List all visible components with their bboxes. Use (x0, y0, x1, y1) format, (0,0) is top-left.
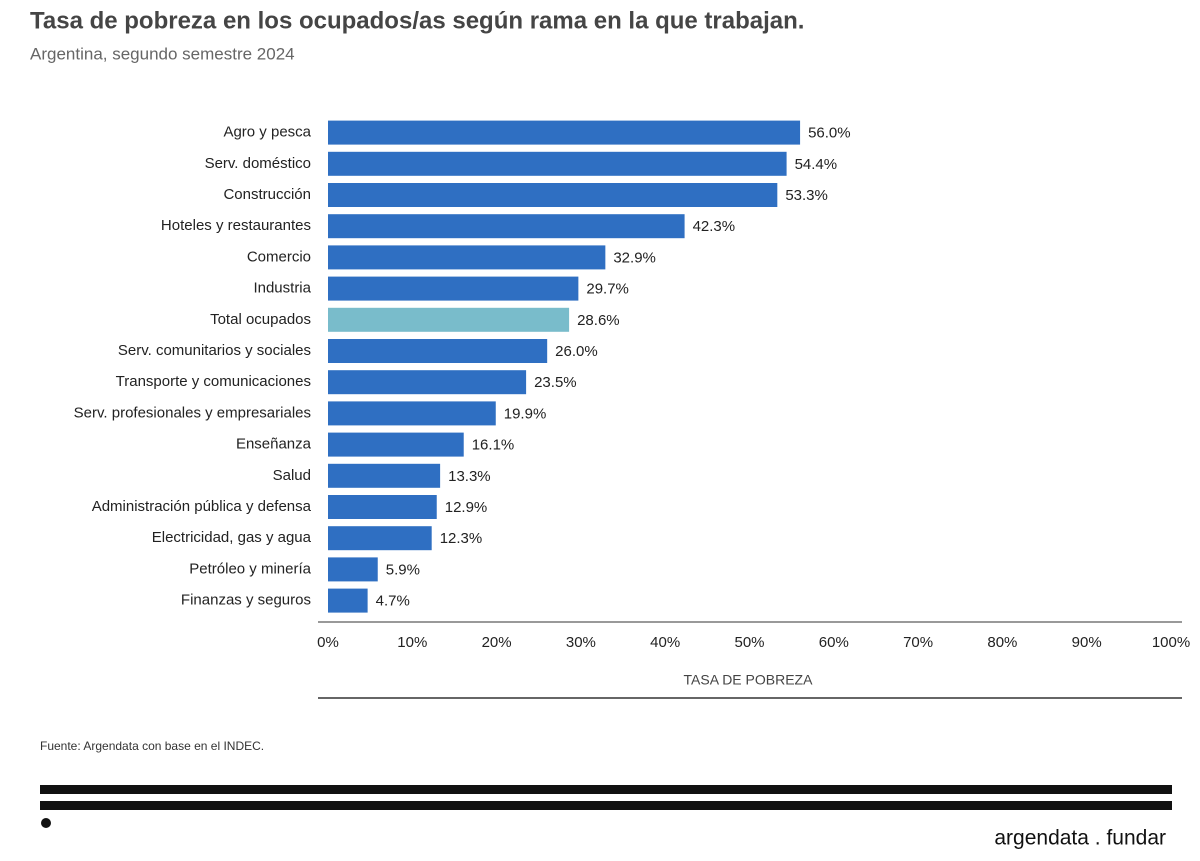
y-tick-label: Agro y pesca (223, 124, 311, 141)
y-tick-label: Construcción (223, 186, 311, 203)
y-tick-label: Transporte y comunicaciones (116, 373, 311, 390)
y-tick-label: Electricidad, gas y agua (152, 529, 312, 546)
y-tick-label: Enseñanza (236, 436, 312, 453)
y-tick-label: Industria (253, 280, 311, 297)
bar (328, 214, 685, 239)
x-tick-label: 90% (1072, 634, 1102, 651)
footer-bar (40, 801, 1172, 810)
value-label: 12.3% (440, 530, 483, 547)
bar (328, 183, 778, 207)
value-label: 19.9% (504, 405, 547, 422)
bar (328, 526, 432, 551)
y-tick-label: Administración pública y defensa (92, 498, 312, 515)
y-tick-label: Hoteles y restaurantes (161, 217, 311, 234)
bar (328, 370, 527, 395)
bar (328, 557, 378, 582)
x-tick-label: 40% (650, 634, 680, 651)
bar (328, 120, 801, 145)
value-label: 13.3% (448, 468, 491, 485)
value-label: 28.6% (577, 312, 620, 329)
value-label: 56.0% (808, 125, 851, 142)
x-tick-label: 30% (566, 634, 596, 651)
y-tick-label: Comercio (247, 248, 311, 265)
x-tick-label: 50% (734, 634, 764, 651)
chart-title: Tasa de pobreza en los ocupados/as según… (30, 7, 804, 34)
bar (328, 276, 579, 301)
x-axis-label: TASA DE POBREZA (684, 672, 814, 688)
y-tick-label: Serv. comunitarios y sociales (118, 342, 311, 359)
value-label: 12.9% (445, 499, 488, 516)
bar (328, 339, 548, 363)
x-tick-label: 20% (482, 634, 512, 651)
value-label: 16.1% (472, 437, 515, 454)
value-label: 54.4% (795, 156, 838, 173)
y-tick-label: Petróleo y minería (189, 560, 311, 577)
bar (328, 432, 464, 457)
value-label: 26.0% (555, 343, 598, 360)
bar (328, 495, 437, 519)
bar (328, 151, 787, 176)
value-label: 42.3% (693, 218, 736, 235)
x-tick-label: 10% (397, 634, 427, 651)
value-label: 29.7% (586, 281, 629, 298)
x-tick-label: 100% (1152, 634, 1190, 651)
y-tick-label: Salud (273, 467, 311, 484)
bar (328, 307, 570, 332)
y-tick-label: Finanzas y seguros (181, 592, 311, 609)
footer-bar (40, 785, 1172, 794)
bar (328, 245, 606, 270)
x-tick-label: 80% (987, 634, 1017, 651)
value-label: 23.5% (534, 374, 577, 391)
value-label: 53.3% (785, 187, 828, 204)
x-tick-label: 60% (819, 634, 849, 651)
bar (328, 401, 496, 426)
y-tick-label: Serv. doméstico (205, 155, 311, 172)
bar (328, 588, 368, 613)
logo: argendata . fundar (994, 827, 1166, 850)
footer-dot (41, 818, 51, 828)
chart-subtitle: Argentina, segundo semestre 2024 (30, 44, 295, 63)
value-label: 5.9% (386, 561, 420, 578)
value-label: 32.9% (613, 249, 656, 266)
y-tick-label: Serv. profesionales y empresariales (74, 404, 311, 421)
x-tick-label: 0% (317, 634, 339, 651)
bar (328, 463, 441, 488)
value-label: 4.7% (376, 593, 410, 610)
x-tick-label: 70% (903, 634, 933, 651)
y-tick-label: Total ocupados (210, 311, 311, 328)
source: Fuente: Argendata con base en el INDEC. (40, 739, 264, 753)
